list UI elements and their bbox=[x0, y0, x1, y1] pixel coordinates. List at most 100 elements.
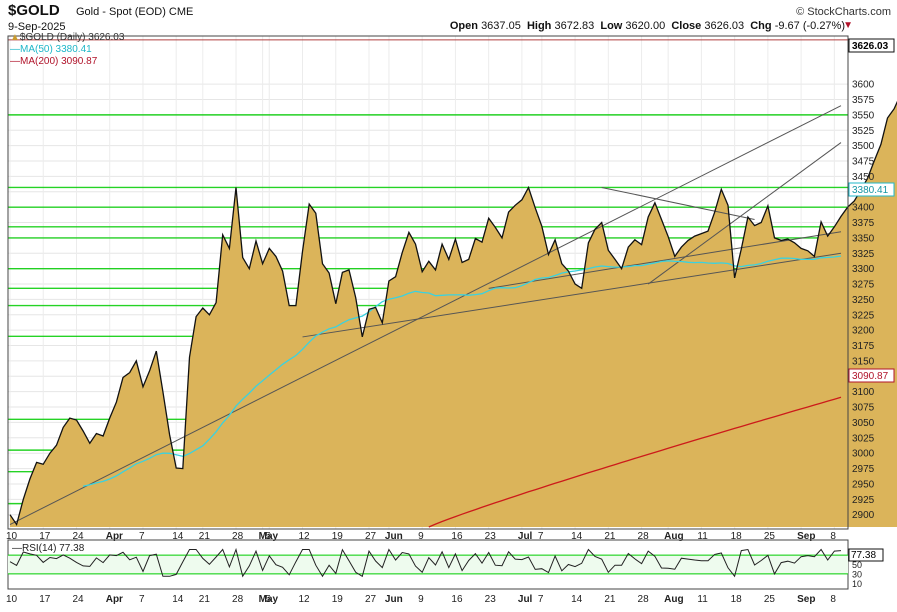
x-tick-label-rsi: 17 bbox=[39, 594, 51, 605]
x-tick-label-rsi: Jul bbox=[518, 594, 533, 605]
open-label: Open bbox=[449, 20, 478, 32]
x-tick-label-rsi: 14 bbox=[571, 594, 583, 605]
y-tick-label: 3200 bbox=[852, 326, 875, 337]
x-tick-label-rsi: 5 bbox=[265, 594, 271, 605]
x-tick-label: 8 bbox=[830, 531, 836, 542]
y-tick-label: 3225 bbox=[852, 310, 875, 321]
rsi-tag: 77.38 bbox=[848, 548, 884, 562]
chg-value: -9.67 (-0.27%) bbox=[774, 20, 845, 32]
x-tick-label: 14 bbox=[571, 531, 583, 542]
main-frame bbox=[7, 35, 849, 530]
x-tick-label-rsi: 28 bbox=[638, 594, 650, 605]
y-tick-label: 3450 bbox=[852, 172, 875, 183]
y-tick-label: 2950 bbox=[852, 479, 875, 490]
x-tick-label: 23 bbox=[485, 531, 497, 542]
trendline bbox=[9, 105, 842, 525]
x-tick-label-rsi: 24 bbox=[72, 594, 84, 605]
x-tick-label: 17 bbox=[39, 531, 51, 542]
trendline bbox=[647, 142, 842, 285]
ma50-line bbox=[82, 255, 842, 487]
x-tick-label: 25 bbox=[764, 531, 776, 542]
legend-ma50-label: MA(50) 3380.41 bbox=[20, 44, 92, 55]
legend-rsi: —RSI(14) 77.38 bbox=[12, 543, 84, 554]
chg-label: Chg bbox=[750, 20, 772, 32]
x-tick-label: Aug bbox=[664, 531, 683, 542]
x-tick-label-rsi: 19 bbox=[332, 594, 344, 605]
ma200-line bbox=[428, 396, 842, 528]
x-tick-label-rsi: Aug bbox=[664, 594, 683, 605]
x-tick-label: 16 bbox=[451, 531, 463, 542]
price-area bbox=[10, 102, 897, 527]
legend-rsi-label: RSI(14) 77.38 bbox=[22, 543, 85, 554]
y-tick-label: 3375 bbox=[852, 218, 875, 229]
x-tick-label: Apr bbox=[106, 531, 123, 542]
line-swatch-icon: — bbox=[10, 44, 20, 55]
close-label: Close bbox=[671, 20, 702, 32]
trendline bbox=[302, 252, 842, 338]
y-tick-label: 3475 bbox=[852, 157, 875, 168]
x-tick-label-rsi: 9 bbox=[418, 594, 424, 605]
y-tick-label: 3600 bbox=[852, 80, 875, 91]
y-tick-label: 3525 bbox=[852, 126, 875, 137]
x-tick-label: 9 bbox=[418, 531, 424, 542]
x-tick-label: 7 bbox=[538, 531, 544, 542]
x-tick-label: 24 bbox=[72, 531, 84, 542]
x-tick-label: 12 bbox=[299, 531, 311, 542]
y-tick-label: 3500 bbox=[852, 141, 875, 152]
x-tick-label-rsi: 25 bbox=[764, 594, 776, 605]
x-tick-label-rsi: Jun bbox=[385, 594, 403, 605]
y-axis: 2900292529502975300030253050307531003125… bbox=[852, 80, 875, 522]
legend-ma50: —MA(50) 3380.41 bbox=[10, 44, 92, 55]
ma200-tag-box bbox=[848, 368, 895, 383]
x-tick-label-rsi: 18 bbox=[731, 594, 743, 605]
line-swatch-icon: — bbox=[12, 543, 22, 554]
symbol-description: Gold - Spot (EOD) CME bbox=[76, 6, 194, 18]
legend-price: ▲$GOLD (Daily) 3626.03 bbox=[10, 32, 124, 43]
chart-date: 9-Sep-2025 bbox=[8, 21, 66, 33]
down-arrow-icon: ▼ bbox=[843, 20, 853, 31]
rsi-panel: 70503010 bbox=[8, 547, 862, 589]
x-tick-label: 18 bbox=[731, 531, 743, 542]
x-tick-label: 7 bbox=[139, 531, 145, 542]
high-label: High bbox=[526, 20, 552, 32]
y-tick-label: 3550 bbox=[852, 110, 875, 121]
rsi-tag-value: 77.38 bbox=[851, 550, 876, 561]
trendline bbox=[488, 231, 842, 289]
y-tick-label: 3250 bbox=[852, 295, 875, 306]
ma50-tag: 3380.41 bbox=[852, 185, 889, 196]
y-tick-label: 3325 bbox=[852, 249, 875, 260]
y-tick-label: 2900 bbox=[852, 510, 875, 521]
brand-label[interactable]: © StockCharts.com bbox=[796, 6, 891, 18]
open-value: 3637.05 bbox=[481, 20, 521, 32]
x-tick-label-rsi: 23 bbox=[485, 594, 497, 605]
legend-price-label: $GOLD (Daily) 3626.03 bbox=[19, 32, 125, 43]
y-tick-label: 3575 bbox=[852, 95, 875, 106]
x-tick-label-rsi: 8 bbox=[830, 594, 836, 605]
x-tick-label-rsi: 11 bbox=[697, 594, 708, 605]
y-tick-label: 3400 bbox=[852, 203, 875, 214]
x-tick-label-rsi: 28 bbox=[232, 594, 244, 605]
y-tick-label: 2925 bbox=[852, 495, 875, 506]
x-tick-label-rsi: 27 bbox=[365, 594, 377, 605]
x-tick-label: 21 bbox=[199, 531, 211, 542]
last-price-tag-box bbox=[848, 38, 895, 53]
x-tick-label: 27 bbox=[365, 531, 377, 542]
high-value: 3672.83 bbox=[554, 20, 595, 32]
legend-ma200: —MA(200) 3090.87 bbox=[10, 56, 97, 67]
last-price-tag: 3626.03 bbox=[852, 41, 889, 52]
rsi-neutral-band bbox=[8, 555, 848, 574]
x-tick-label: 21 bbox=[604, 531, 616, 542]
x-tick-label: 19 bbox=[332, 531, 344, 542]
ma50-tag-box bbox=[848, 182, 895, 197]
x-tick-label: Jul bbox=[518, 531, 533, 542]
trendlines bbox=[8, 39, 848, 525]
y-tick-label: 3000 bbox=[852, 449, 875, 460]
x-tick-label-rsi: Apr bbox=[106, 594, 123, 605]
price-line bbox=[9, 100, 897, 527]
y-tick-label: 3100 bbox=[852, 387, 875, 398]
x-tick-label: May bbox=[259, 531, 279, 542]
x-tick-label: 14 bbox=[172, 531, 184, 542]
